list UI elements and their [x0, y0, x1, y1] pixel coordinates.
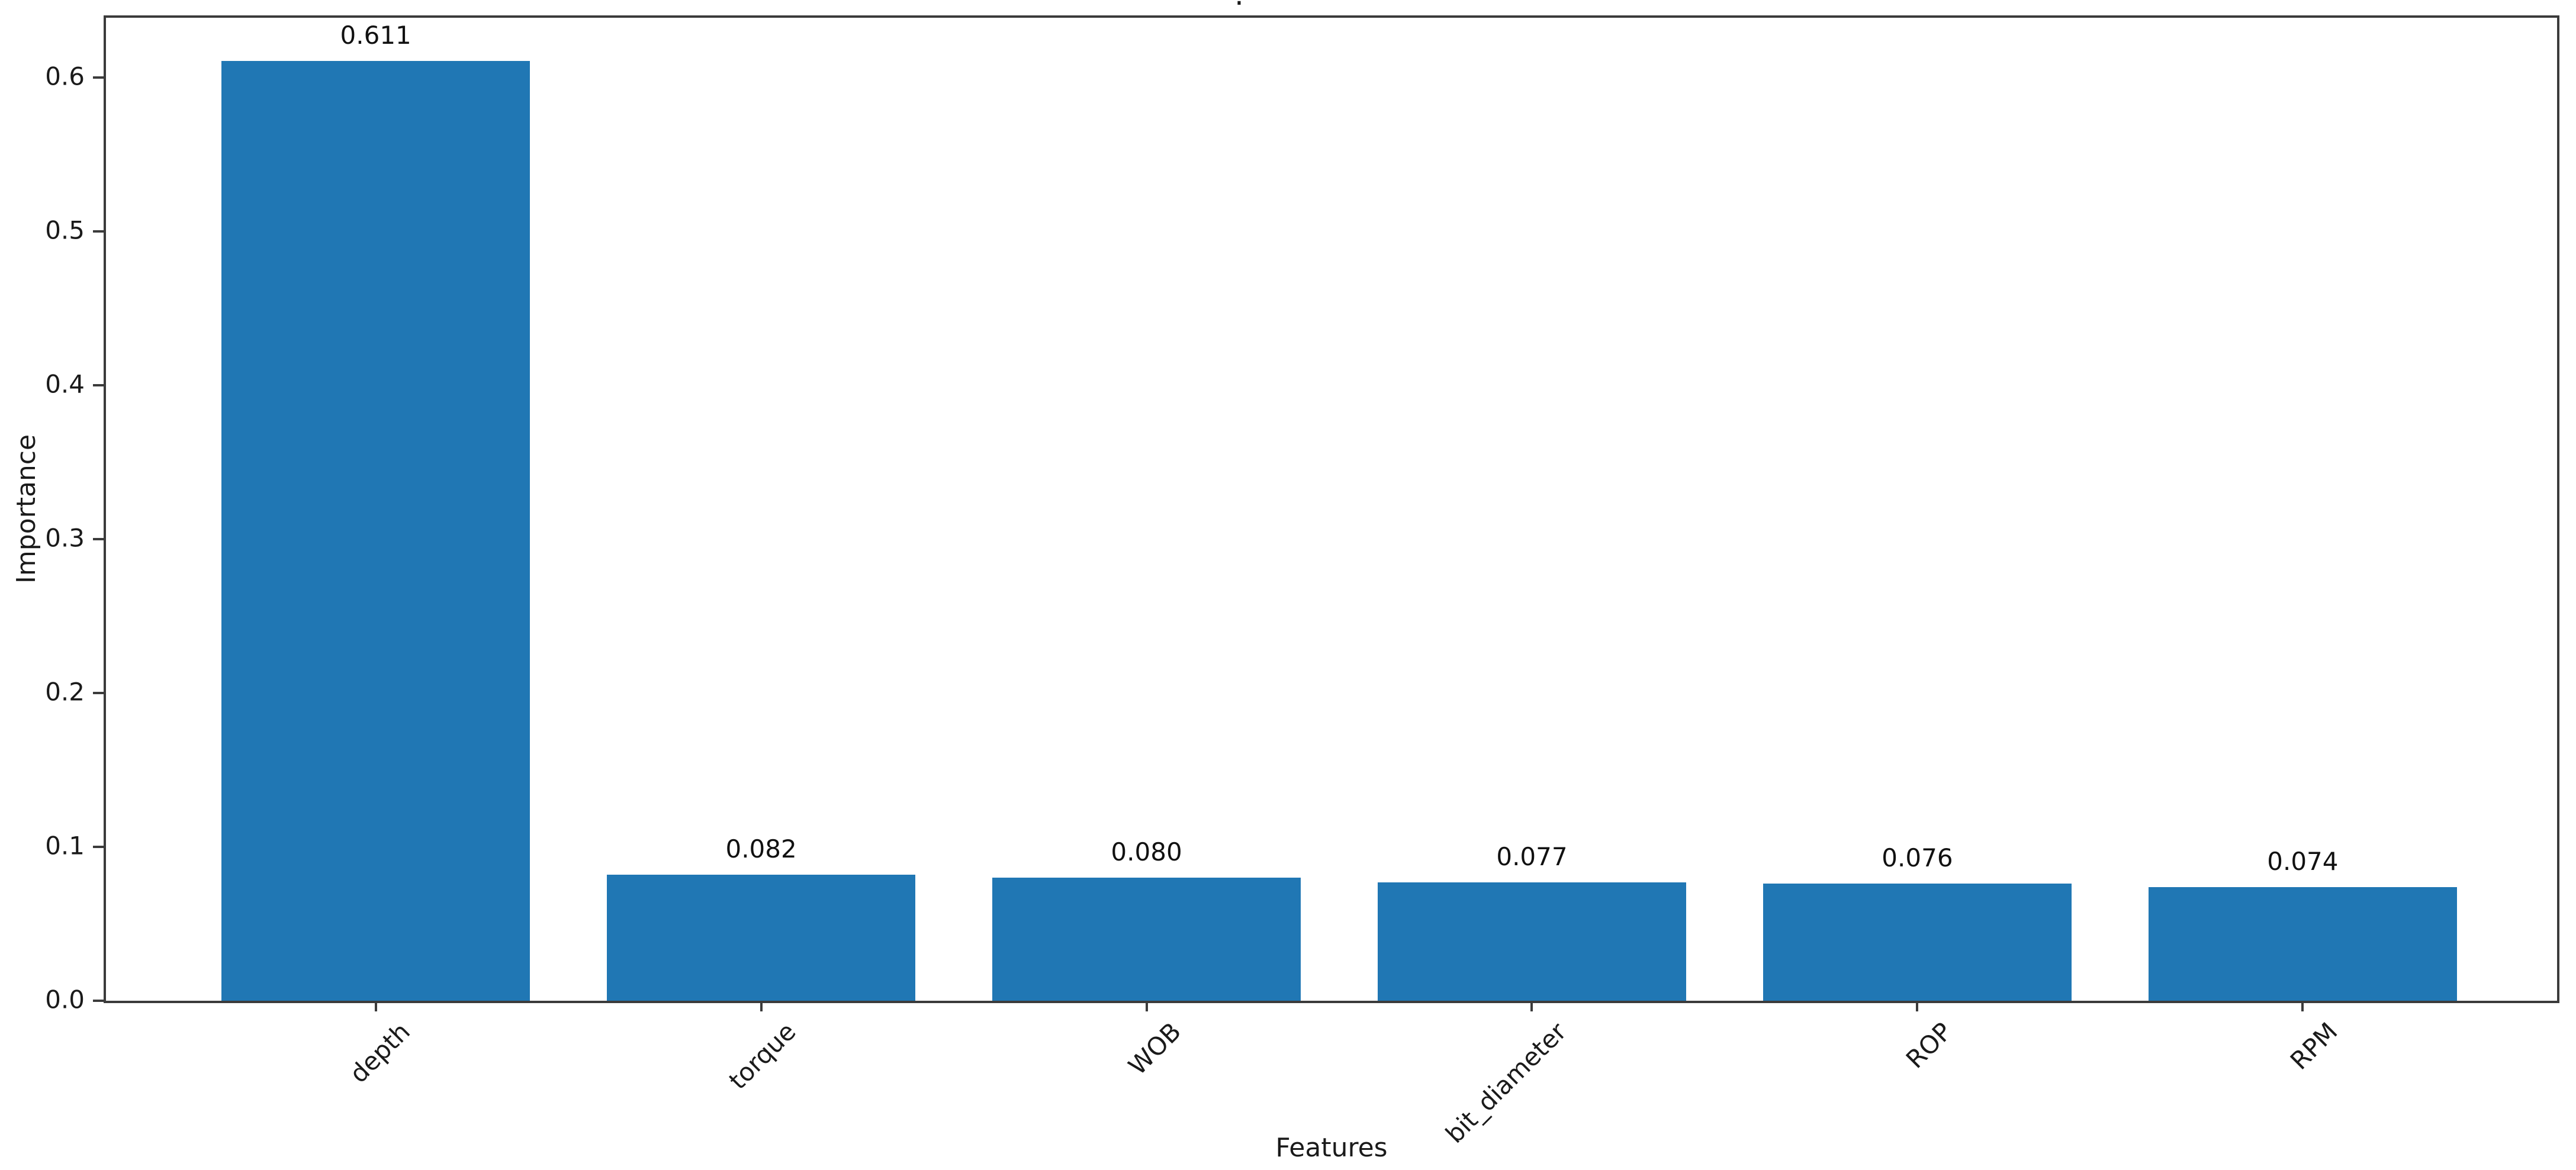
- y-tick-mark: [93, 1000, 104, 1002]
- y-tick-mark: [93, 538, 104, 541]
- y-tick-label: 0.4: [45, 369, 85, 399]
- bar-value-label: 0.082: [725, 834, 797, 863]
- y-tick-label: 0.2: [45, 677, 85, 707]
- bar-ROP: [1763, 884, 2072, 1001]
- bar-value-label: 0.074: [2267, 846, 2339, 876]
- x-tick-label: RPM: [2284, 1017, 2343, 1075]
- bar-depth: [221, 60, 530, 1001]
- x-tick-mark: [2301, 1001, 2304, 1011]
- x-tick-mark: [374, 1001, 377, 1011]
- x-tick-label: bit_diameter: [1440, 1017, 1572, 1149]
- x-tick-mark: [1916, 1001, 1919, 1011]
- x-tick-mark: [760, 1001, 763, 1011]
- y-tick-label: 0.5: [45, 215, 85, 245]
- bar-WOB: [992, 878, 1301, 1001]
- bar-value-label: 0.077: [1496, 842, 1568, 871]
- y-tick-label: 0.0: [45, 985, 85, 1014]
- x-axis-label: Features: [1275, 1133, 1388, 1163]
- bar-value-label: 0.080: [1111, 837, 1182, 867]
- x-tick-mark: [1145, 1001, 1148, 1011]
- y-tick-mark: [93, 230, 104, 233]
- bar-value-label: 0.611: [340, 20, 411, 50]
- plot-area: 0.0 0.1 0.2 0.3 0.4 0.5 0.6 0.611 depth 0.082 torq…: [45, 15, 2559, 1149]
- y-tick-label: 0.6: [45, 62, 85, 91]
- y-axis-label: Importance: [11, 434, 41, 584]
- bar-RPM: [2149, 887, 2457, 1001]
- y-tick-label: 0.1: [45, 831, 85, 860]
- y-tick-mark: [93, 384, 104, 387]
- bar-value-label: 0.076: [1882, 843, 1953, 873]
- x-tick-label: depth: [344, 1017, 416, 1089]
- chart-title: .: [1234, 0, 1244, 9]
- bar-bit_diameter: [1378, 882, 1686, 1001]
- y-tick-mark: [93, 846, 104, 849]
- x-tick-label: ROP: [1900, 1017, 1958, 1074]
- bar-torque: [607, 874, 915, 1001]
- y-tick-label: 0.3: [45, 523, 85, 553]
- x-tick-label: torque: [723, 1017, 802, 1095]
- x-tick-mark: [1530, 1001, 1533, 1011]
- x-tick-label: WOB: [1123, 1017, 1187, 1081]
- y-tick-mark: [93, 692, 104, 695]
- y-tick-mark: [93, 76, 104, 79]
